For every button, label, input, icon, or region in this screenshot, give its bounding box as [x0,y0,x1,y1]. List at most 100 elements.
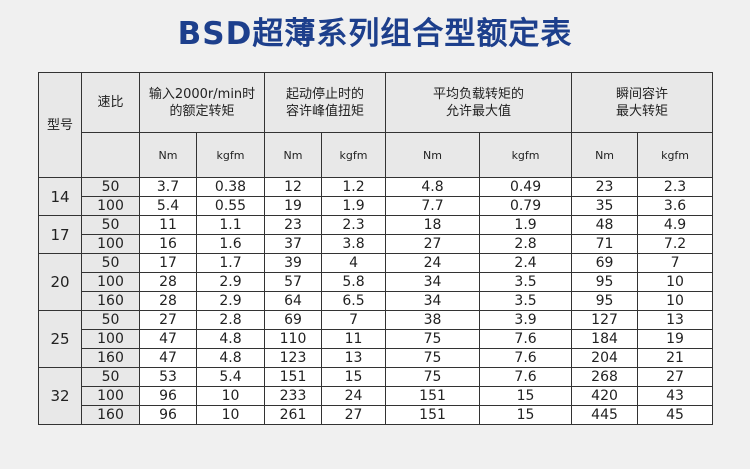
unit-nm: Nm [385,132,481,178]
header-blank [81,132,140,178]
header-rated-torque: 输入2000r/min时 的额定转矩 [138,72,266,133]
value-cell: 0.49 [479,177,573,197]
value-cell: 2.9 [195,272,266,292]
value-cell: 24 [321,386,387,406]
table-row: 100 16 1.6 37 3.8 27 2.8 71 7.2 [39,234,714,254]
unit-kgfm: kgfm [637,132,714,178]
value-cell: 47 [139,348,197,368]
table-body: 14 50 3.7 0.38 12 1.2 4.8 0.49 23 2.3 100 5.4 0.55 19… [38,177,714,425]
ratio-cell: 50 [81,367,140,387]
value-cell: 2.8 [479,234,573,254]
value-cell: 7 [637,253,714,273]
table-row: 20 50 17 1.7 39 4 24 2.4 69 7 [38,253,714,311]
value-cell: 19 [264,196,323,216]
value-cell: 45 [637,405,714,425]
value-cell: 48 [571,215,639,235]
value-cell: 2.4 [479,253,573,273]
value-cell: 3.8 [321,234,387,254]
ratio-cell: 160 [81,291,140,311]
value-cell: 34 [385,272,481,292]
unit-row: Nm kgfm Nm kgfm Nm kgfm Nm kgfm [39,132,714,178]
header-avg-torque: 平均负载转矩的 允许最大值 [385,72,573,133]
value-cell: 10 [195,386,266,406]
value-cell: 28 [139,291,197,311]
table-row: 100 47 4.8 110 11 75 7.6 184 19 [39,329,714,349]
header-rated-torque-line2: 的额定转矩 [169,103,235,119]
value-cell: 43 [637,386,714,406]
value-cell: 75 [385,367,481,387]
header-rated-torque-line1: 输入2000r/min时 [148,86,256,102]
unit-kgfm: kgfm [479,132,573,178]
value-cell: 21 [637,348,714,368]
value-cell: 28 [139,272,197,292]
value-cell: 0.38 [195,177,266,197]
unit-kgfm: kgfm [195,132,266,178]
value-cell: 2.3 [637,177,714,197]
value-cell: 0.79 [479,196,573,216]
value-cell: 37 [264,234,323,254]
ratio-cell: 50 [81,177,140,197]
value-cell: 15 [479,386,573,406]
value-cell: 17 [139,253,197,273]
value-cell: 4.8 [195,348,266,368]
value-cell: 71 [571,234,639,254]
value-cell: 38 [385,310,481,330]
value-cell: 3.6 [637,196,714,216]
value-cell: 7 [321,310,387,330]
unit-kgfm: kgfm [321,132,387,178]
value-cell: 75 [385,329,481,349]
value-cell: 96 [139,405,197,425]
header-row: 型号 速比 输入2000r/min时 的额定转矩 起动停止时的 容许峰值扭矩 平… [38,72,714,178]
ratio-cell: 100 [81,272,140,292]
header-ratio: 速比 [81,72,140,133]
ratio-cell: 100 [81,234,140,254]
value-cell: 4.8 [195,329,266,349]
value-cell: 6.5 [321,291,387,311]
value-cell: 69 [571,253,639,273]
value-cell: 5.4 [139,196,197,216]
value-cell: 184 [571,329,639,349]
ratio-cell: 50 [81,215,140,235]
header-peak-torque-line1: 起动停止时的 [286,86,365,102]
header-instant-torque: 瞬间容许 最大转矩 [571,72,714,133]
table-row: 160 96 10 261 27 151 15 445 45 [39,405,714,425]
value-cell: 3.5 [479,272,573,292]
value-cell: 7.2 [637,234,714,254]
value-cell: 27 [637,367,714,387]
table-row: 25 50 27 2.8 69 7 38 3.9 127 13 [38,310,714,368]
table-row: 100 28 2.9 57 5.8 34 3.5 95 10 [39,272,714,292]
value-cell: 23 [264,215,323,235]
value-cell: 4 [321,253,387,273]
value-cell: 95 [571,291,639,311]
header-peak-torque-line2: 容许峰值扭矩 [286,103,365,119]
header-instant-torque-line2: 最大转矩 [616,103,669,119]
value-cell: 11 [139,215,197,235]
value-cell: 4.8 [385,177,481,197]
header-model: 型号 [38,72,82,178]
ratio-cell: 160 [81,405,140,425]
value-cell: 35 [571,196,639,216]
value-cell: 127 [571,310,639,330]
value-cell: 10 [195,405,266,425]
value-cell: 57 [264,272,323,292]
value-cell: 23 [571,177,639,197]
unit-nm: Nm [139,132,197,178]
value-cell: 268 [571,367,639,387]
value-cell: 3.5 [479,291,573,311]
ratio-cell: 100 [81,386,140,406]
table-row: 17 50 11 1.1 23 2.3 18 1.9 48 4.9 [38,215,714,254]
value-cell: 2.8 [195,310,266,330]
value-cell: 10 [637,272,714,292]
header-avg-torque-line1: 平均负载转矩的 [433,86,525,102]
value-cell: 233 [264,386,323,406]
value-cell: 15 [479,405,573,425]
value-cell: 64 [264,291,323,311]
value-cell: 5.8 [321,272,387,292]
value-cell: 18 [385,215,481,235]
value-cell: 13 [321,348,387,368]
table-row: 100 5.4 0.55 19 1.9 7.7 0.79 35 3.6 [39,196,714,216]
value-cell: 19 [637,329,714,349]
ratio-cell: 50 [81,310,140,330]
value-cell: 123 [264,348,323,368]
value-cell: 24 [385,253,481,273]
